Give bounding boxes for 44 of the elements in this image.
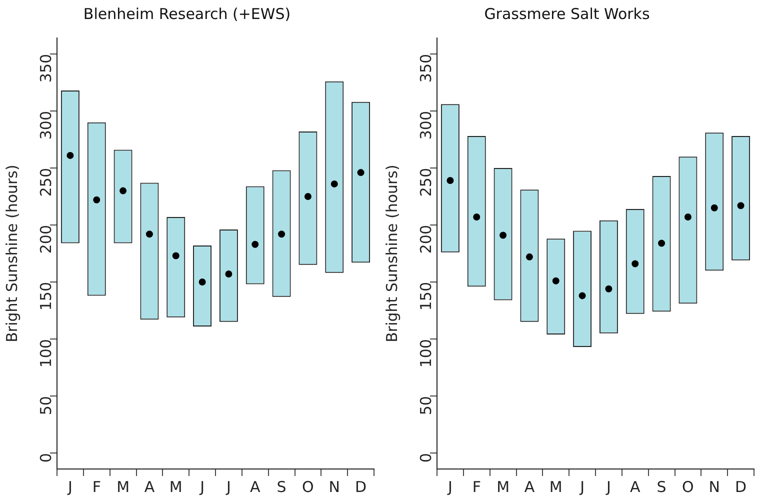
y-tick-label: 300 (416, 110, 435, 140)
y-axis-title: Bright Sunshine (hours) (2, 164, 21, 342)
x-tick-label: M (116, 478, 130, 496)
y-tick-label: 350 (416, 54, 435, 83)
y-tick-label: 50 (416, 396, 435, 416)
x-tick-label: N (708, 478, 720, 496)
x-tick-label: F (472, 478, 481, 496)
y-tick-label: 200 (36, 224, 55, 254)
x-tick-label: J (225, 478, 231, 496)
y-tick-label: 250 (36, 168, 55, 197)
x-tick-label: A (144, 478, 156, 496)
chart-title: Blenheim Research (+EWS) (83, 4, 291, 23)
x-tick-label: J (579, 478, 585, 496)
x-tick-label: S (656, 478, 666, 496)
x-tick-label: M (496, 478, 510, 496)
y-tick-label: 300 (36, 110, 55, 140)
x-tick-label: M (549, 478, 562, 496)
y-tick-label: 100 (36, 339, 55, 368)
x-tick-label: O (682, 478, 694, 496)
x-tick-label: S (276, 478, 286, 496)
x-tick-label: J (605, 478, 611, 496)
x-tick-label: J (199, 478, 205, 496)
y-tick-label: 200 (416, 224, 435, 254)
y-tick-label: 50 (36, 396, 55, 416)
y-tick-label: 100 (416, 339, 435, 368)
y-tick-label: 350 (36, 54, 55, 83)
x-tick-label: O (302, 478, 314, 496)
y-tick-label: 150 (36, 282, 55, 311)
y-axis-title: Bright Sunshine (hours) (382, 164, 401, 342)
y-tick-label: 250 (416, 168, 435, 197)
x-tick-label: D (355, 478, 367, 496)
x-tick-label: D (735, 478, 747, 496)
chart-title: Grassmere Salt Works (484, 4, 650, 23)
x-tick-label: A (524, 478, 536, 496)
x-tick-label: N (328, 478, 340, 496)
x-tick-label: A (630, 478, 641, 496)
x-tick-label: J (66, 478, 72, 496)
x-tick-label: A (250, 478, 261, 496)
x-tick-label: J (446, 478, 452, 496)
y-tick-label: 150 (416, 282, 435, 311)
y-tick-label: 0 (416, 453, 435, 463)
x-tick-label: M (169, 478, 182, 496)
y-tick-label: 0 (36, 453, 55, 463)
x-tick-label: F (92, 478, 101, 496)
